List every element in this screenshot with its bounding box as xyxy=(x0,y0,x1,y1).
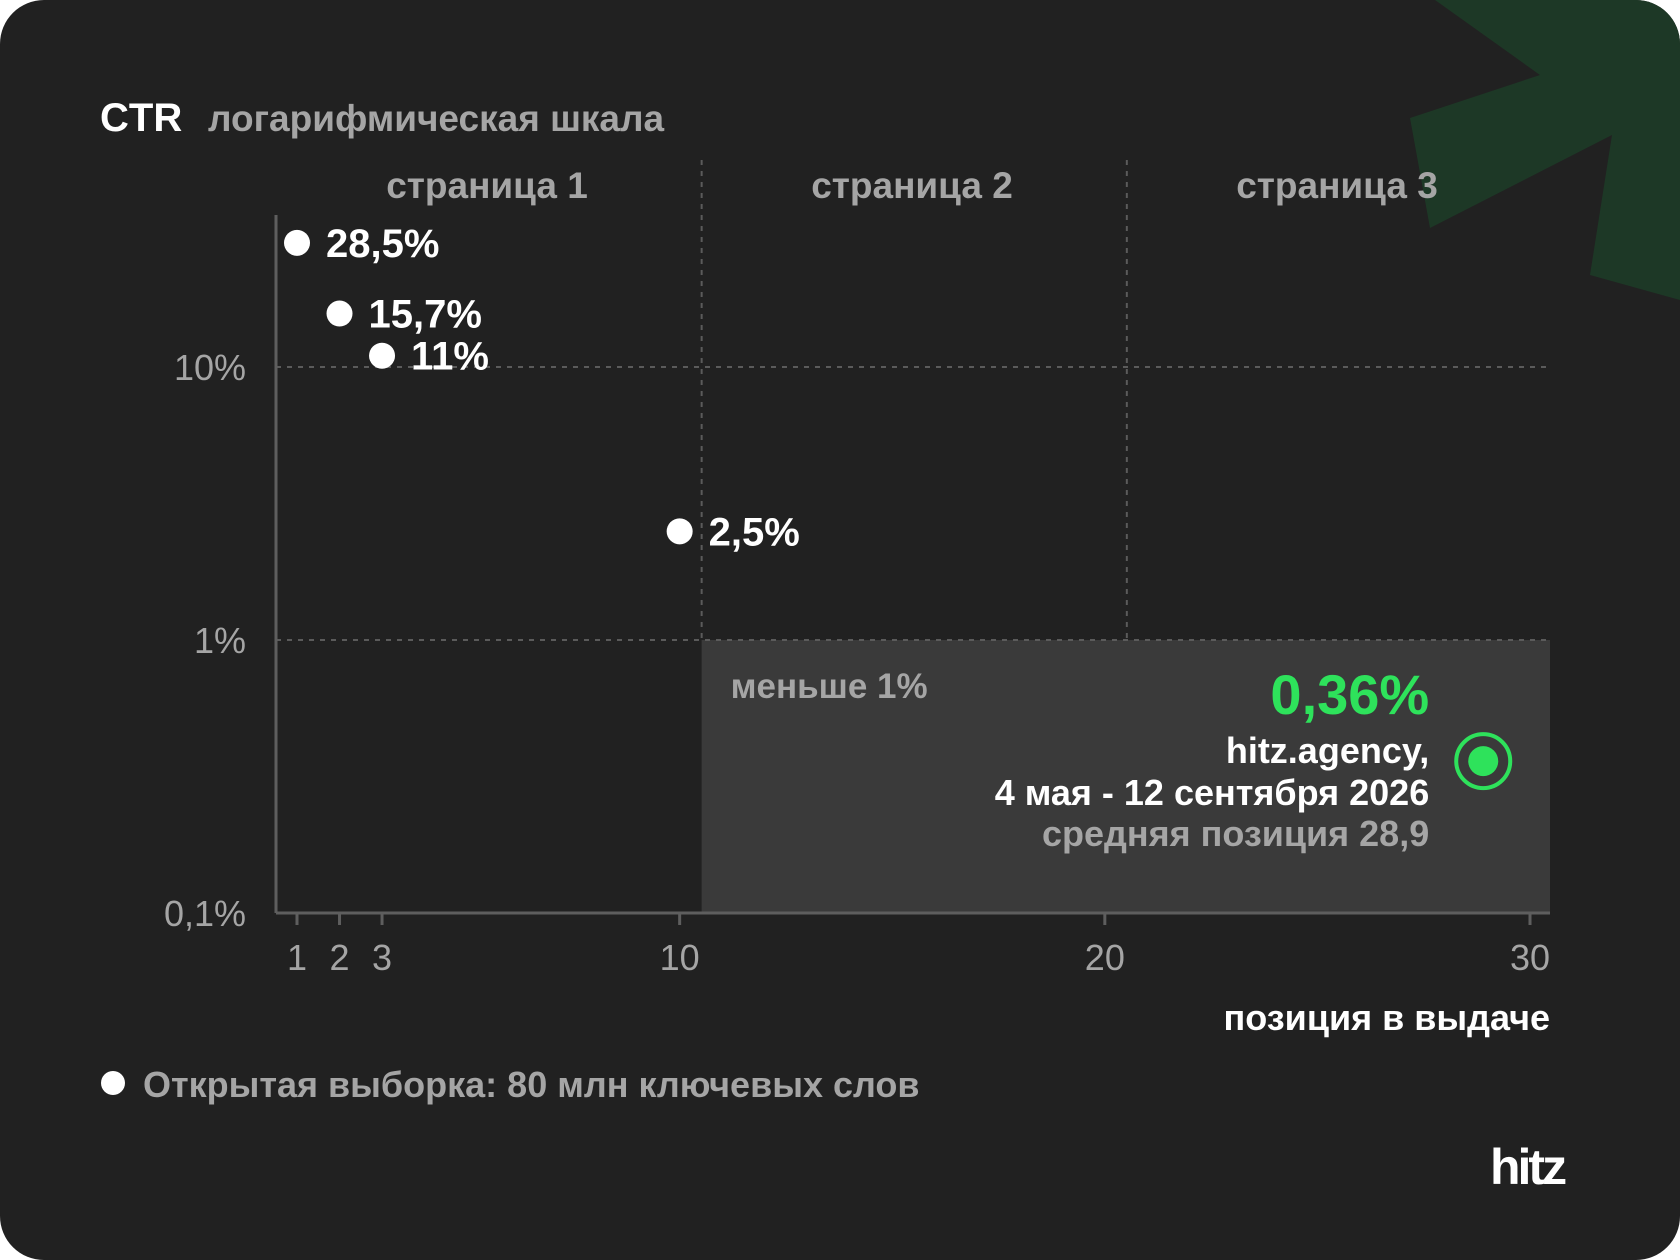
x-tick-label: 2 xyxy=(330,937,350,978)
y-tick-label: 10% xyxy=(174,347,246,388)
page-label: страница 3 xyxy=(1236,165,1438,206)
corner-decoration xyxy=(1410,0,1680,300)
data-label: 11% xyxy=(411,335,489,379)
data-label: 15,7% xyxy=(369,293,482,337)
data-point xyxy=(666,518,693,545)
highlight-site: hitz.agency, xyxy=(1226,730,1429,771)
highlight-point xyxy=(1468,746,1499,777)
legend-label: Открытая выборка: 80 млн ключевых слов xyxy=(143,1064,920,1105)
y-tick-label: 1% xyxy=(194,620,246,661)
x-tick-label: 20 xyxy=(1085,937,1125,978)
x-axis-label: позиция в выдаче xyxy=(1224,997,1550,1038)
highlight-annotation: 0,36% hitz.agency, 4 мая - 12 сентября 2… xyxy=(995,663,1513,854)
x-tick-label: 3 xyxy=(372,937,392,978)
data-label: 28,5% xyxy=(326,222,439,266)
highlight-dates: 4 мая - 12 сентября 2026 xyxy=(995,772,1430,813)
page-label: страница 2 xyxy=(811,165,1013,206)
page-label: страница 1 xyxy=(386,165,588,206)
hitz-logo: hitz xyxy=(1490,1139,1566,1195)
highlight-point-ring xyxy=(1454,732,1513,791)
y-tick-labels: 0,1% 1% 10% xyxy=(164,347,246,934)
highlight-value: 0,36% xyxy=(1270,663,1429,726)
x-tick-labels: 1 2 3 10 20 30 xyxy=(287,937,1550,978)
data-points: 28,5% 15,7%11% 2,5% xyxy=(284,222,800,554)
zone-label: меньше 1% xyxy=(731,667,928,706)
chart-subtitle: логарифмическая шкала xyxy=(208,98,665,139)
data-label: 2,5% xyxy=(709,510,800,554)
page-labels: страница 1 страница 2 страница 3 xyxy=(386,165,1438,206)
below-one-percent-zone xyxy=(701,640,1550,913)
highlight-position: средняя позиция 28,9 xyxy=(1042,813,1429,854)
data-point xyxy=(369,342,396,369)
data-point xyxy=(326,300,353,327)
x-tick-label: 1 xyxy=(287,937,307,978)
grid-lines xyxy=(276,160,1550,641)
x-tick-label: 10 xyxy=(660,937,700,978)
axes xyxy=(274,215,1550,925)
chart-title: CTR xyxy=(100,96,182,140)
x-tick-label: 30 xyxy=(1510,937,1550,978)
legend-marker xyxy=(101,1071,125,1095)
data-point xyxy=(284,229,310,256)
y-tick-label: 0,1% xyxy=(164,893,246,934)
